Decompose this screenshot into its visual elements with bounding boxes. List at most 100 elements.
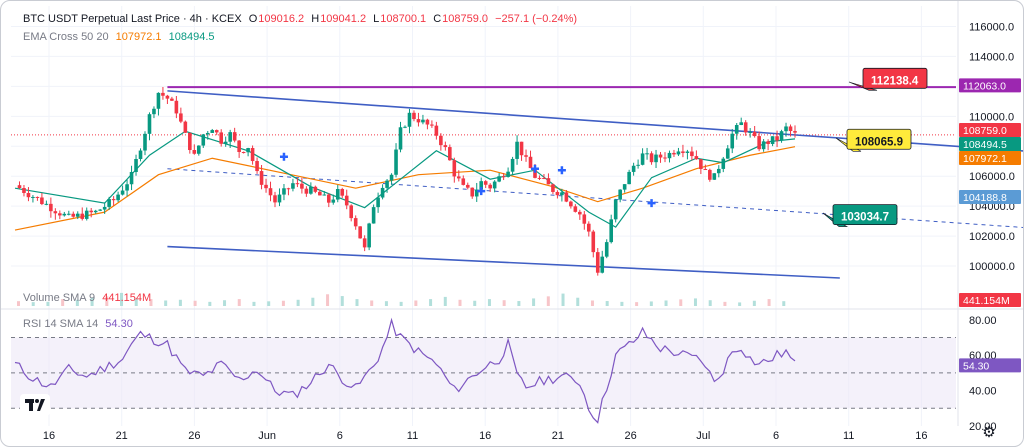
candle-body [766, 141, 770, 145]
volume-bar [693, 298, 697, 306]
candle-body [537, 177, 542, 179]
candle-body [246, 148, 250, 153]
candle-body [425, 119, 430, 125]
candle-body [551, 184, 555, 192]
candle-body [322, 194, 327, 196]
volume-bar [105, 296, 109, 306]
close-label: C [433, 13, 442, 25]
candle-body [573, 206, 578, 212]
candle-body [134, 159, 138, 172]
candle-body [793, 131, 797, 133]
candle-body [116, 194, 120, 201]
volume-bar [237, 299, 241, 306]
candle-body [205, 132, 210, 135]
candle-body [578, 211, 582, 215]
candle-body [770, 136, 775, 145]
candle-body [613, 199, 618, 220]
candle-body [80, 213, 85, 219]
close-value: 108759.0 [442, 13, 489, 25]
rsi-tick-label: 20.00 [969, 421, 997, 433]
x-tick-label: Jun [258, 430, 276, 442]
candle-body [179, 113, 183, 122]
open-value: 109016.2 [258, 13, 305, 25]
volume-bar [546, 296, 550, 306]
candle-body [672, 152, 676, 155]
gear-icon[interactable]: ⚙ [982, 424, 996, 441]
candle-body [277, 194, 282, 203]
candle-body [654, 154, 658, 163]
price-axis-label: 112063.0 [963, 80, 1006, 92]
volume-bar [208, 301, 212, 306]
volume-bar [487, 299, 491, 306]
ema-legend: EMA Cross 50 20 107972.1 108494.5 [23, 31, 219, 43]
candle-body [739, 122, 744, 126]
rsi-label[interactable]: RSI 14 SMA 14 [23, 318, 99, 330]
volume-bar [767, 299, 771, 306]
trend-marker [647, 199, 656, 208]
y-tick-label: 114000.0 [969, 51, 1014, 63]
volume-bar [311, 297, 315, 306]
candle-body [699, 159, 703, 170]
candle-body [264, 184, 268, 189]
candle-body [533, 168, 537, 178]
candle-body [470, 187, 475, 197]
candle-body [49, 203, 53, 212]
annotation-box [846, 128, 912, 150]
candle-body [259, 171, 264, 185]
candle-body [430, 124, 434, 126]
candle-body [152, 108, 156, 115]
candle-body [752, 131, 757, 137]
candle-body [331, 199, 336, 203]
candle-body [407, 112, 412, 127]
candle-body [75, 213, 80, 217]
trend-marker [531, 164, 539, 173]
candle-body [35, 196, 40, 198]
tradingview-logo-icon[interactable] [20, 394, 50, 416]
rsi-tick-label: 40.00 [969, 386, 997, 398]
x-tick-label: 16 [915, 430, 927, 442]
candle-body [295, 183, 300, 185]
low-label: L [373, 13, 380, 25]
candle-body [708, 169, 712, 180]
candle-body [725, 148, 730, 159]
candle-body [214, 130, 219, 133]
ema-slow-value: 107972.1 [115, 31, 162, 43]
x-tick-label: 21 [552, 430, 564, 442]
x-tick-label: 11 [407, 430, 418, 442]
x-tick-label: Jul [696, 430, 710, 442]
candle-body [17, 185, 22, 189]
rsi-value-box [959, 358, 1021, 373]
volume-bar [620, 301, 624, 306]
candle-body [389, 174, 394, 181]
candle-body [196, 145, 201, 154]
volume-bar [532, 298, 536, 306]
volume-bar [443, 296, 447, 306]
candle-body [291, 183, 295, 189]
volume-bar [590, 300, 594, 306]
candle-body [170, 98, 174, 101]
x-tick-label: 16 [479, 430, 491, 442]
open-label: O [248, 13, 258, 25]
candle-body [228, 132, 232, 142]
volume-bar [17, 301, 20, 306]
candle-body [560, 192, 564, 196]
symbol-title[interactable]: BTC USDT Perpetual Last Price · 4h · KCE… [23, 13, 242, 25]
candle-body [524, 155, 528, 157]
candle-body [161, 92, 165, 96]
volume-bar [178, 299, 182, 306]
candle-body [564, 192, 569, 202]
candle-body [488, 184, 492, 189]
rsi-line [14, 317, 796, 424]
volume-bar [782, 301, 786, 306]
ema-label[interactable]: EMA Cross 50 20 [23, 31, 109, 43]
annotation-label: 112138.4 [871, 75, 919, 87]
candle-body [690, 151, 694, 157]
volume-label[interactable]: Volume SMA 9 [23, 292, 96, 304]
x-tick-label: 26 [624, 430, 636, 442]
candle-body [353, 218, 358, 227]
annotation-label: 103034.7 [841, 212, 889, 224]
rsi-value: 54.30 [105, 318, 133, 330]
candle-body [380, 187, 385, 198]
candle-body [40, 197, 44, 205]
